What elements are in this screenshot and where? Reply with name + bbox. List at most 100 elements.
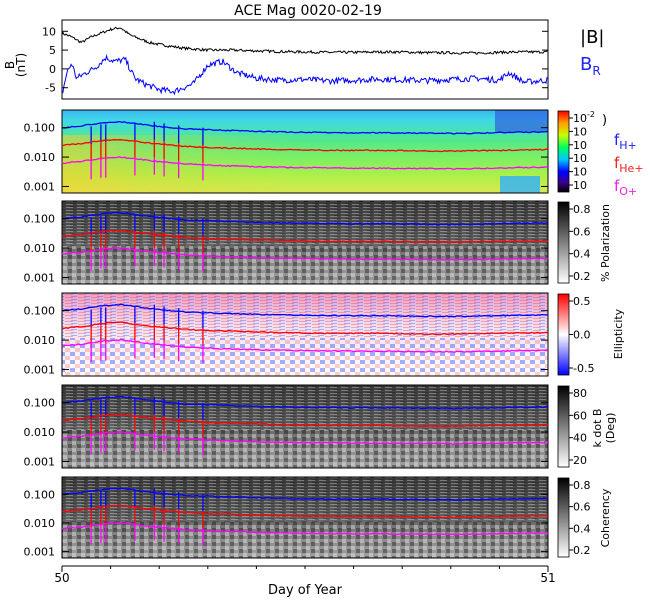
panel-polarization-texture2	[62, 246, 548, 284]
panel-kdotb-texture2	[62, 430, 548, 468]
chart-title: ACE Mag 0020-02-19	[234, 3, 382, 19]
xtick-label-1: 51	[540, 571, 555, 585]
colorbar-tick-label-1-3: 0.2	[573, 270, 591, 283]
panel-spectrum-corner2	[500, 176, 540, 193]
colorbar-tick-label-2-2: -0.5	[573, 362, 594, 375]
gyro-line-f_Oplus-4	[61, 522, 548, 536]
colorbar-tick-label-0-2: 10	[573, 139, 587, 152]
legend-fhe: fHe+	[614, 154, 644, 175]
x-axis-ticks: 50 51	[54, 566, 556, 585]
colorbar-kdotb-label-2: (Deg)	[604, 413, 617, 444]
colorbar-tick-label-0-1: 10	[573, 125, 587, 138]
colorbar-polarization-label: % Polarization	[599, 204, 612, 282]
ytick-label-f-4-1: 0.010	[24, 517, 56, 530]
ytick-label-f-4-0: 0.100	[24, 488, 56, 501]
ytick-label-b-1: 5	[49, 44, 56, 57]
colorbar-tick-label-2-0: 0.5	[573, 295, 591, 308]
colorbar-coherency	[557, 477, 570, 558]
series-line-br	[61, 53, 549, 96]
ytick-label-f-1-1: 0.010	[24, 242, 56, 255]
gyro-line-f_Heplus-3	[61, 413, 549, 428]
colorbar-tick-label-0-0: 10-2	[573, 110, 595, 125]
colorbar-kdotb-label-1: k dot B	[591, 409, 604, 448]
colorbar-tick-label-3-0: 80	[573, 387, 587, 400]
legend-fhe-sub: He+	[619, 162, 643, 175]
ytick-label-f-3-1: 0.010	[24, 426, 56, 439]
panel-kdotb-frame	[61, 384, 549, 469]
colorbar-ellipticity	[557, 293, 570, 376]
gyro-line-f_Oplus-1	[61, 247, 549, 261]
panel-ellipticity-texture2	[62, 338, 548, 376]
ytick-label-f-0-0: 0.100	[24, 122, 56, 135]
gyro-line-f_Hplus-1	[61, 211, 549, 226]
ytick-label-f-1-0: 0.100	[24, 213, 56, 226]
colorbar-tick-label-3-3: 20	[573, 454, 587, 467]
gyro-line-f_Oplus-0	[61, 156, 549, 170]
colorbar-tick-label-4-1: 0.6	[573, 501, 591, 514]
colorbar-spectrum-label: )	[602, 113, 607, 128]
panel-coherency: Coherency	[61, 476, 612, 559]
ytick-label-f-2-1: 0.010	[24, 334, 56, 347]
panel-bfield-ylabel-unit: (nT)	[14, 53, 28, 77]
colorbar-tick-label-0-3: 10	[573, 152, 587, 165]
legend-bmag: |B|	[580, 27, 604, 48]
gyro-line-f_Heplus-1	[61, 229, 549, 244]
legend-fo-sub: O+	[619, 185, 637, 198]
ytick-label-b-0: 10	[42, 25, 56, 38]
colorbar-tick-label-3-1: 60	[573, 409, 587, 422]
ytick-label-b-3: -5	[45, 82, 56, 95]
colorbar-tick-label-4-2: 0.4	[573, 522, 591, 535]
ytick-label-f-2-0: 0.100	[24, 305, 56, 318]
colorbar-tick-label-4-0: 0.8	[573, 479, 591, 492]
colorbar-tick-label-1-2: 0.4	[573, 248, 591, 261]
colorbar-polarization	[557, 201, 570, 284]
series-line-bmag	[61, 26, 548, 55]
panel-kdotb: k dot B (Deg)	[61, 384, 617, 469]
ytick-label-f-3-0: 0.100	[24, 397, 56, 410]
colorbar-ellipticity-label: Ellipticity	[612, 308, 625, 359]
xtick-label-0: 50	[54, 571, 69, 585]
panel-ellipticity-frame	[61, 292, 549, 377]
gyro-line-f_Hplus-3	[61, 395, 549, 410]
legend-br-sub: R	[592, 64, 600, 78]
gyro-line-f_Heplus-0	[61, 139, 549, 153]
colorbar-kdotb	[557, 385, 570, 468]
legend-fo: fO+	[614, 177, 637, 198]
colorbar-tick-label-3-2: 40	[573, 432, 587, 445]
panel-coherency-frame	[61, 476, 549, 559]
ytick-label-f-3-2: 0.001	[24, 455, 56, 468]
gyro-line-f_Heplus-4	[62, 504, 549, 519]
freq-axes-layer: 0.100 0.010 0.001 0.100 0.010 0.001 0.100 0.010…	[24, 122, 548, 559]
ytick-label-f-4-2: 0.001	[24, 546, 56, 559]
x-axis-label: Day of Year	[268, 583, 343, 598]
colorbar-coherency-label: Coherency	[599, 488, 612, 547]
gyro-lines-layer	[61, 120, 549, 546]
colorbar-tick-label-2-1: 0.0	[573, 329, 591, 342]
panel-bfield: 10 5 0 -5 B (nT) |B| BR	[3, 19, 604, 100]
colorbar-spectrum	[557, 110, 570, 193]
panel-spectrum-frame	[61, 109, 549, 194]
gyro-line-f_Oplus-3	[61, 431, 549, 445]
gyro-line-f_Hplus-0	[61, 120, 549, 135]
gyro-line-f_Hplus-4	[61, 487, 548, 501]
panel-coherency-texture2	[62, 522, 548, 558]
legend-br: BR	[580, 54, 601, 78]
panel-bfield-frame	[61, 19, 549, 100]
gyro-line-f_Heplus-2	[61, 321, 549, 336]
colorbar-tick-label-0-5: 10	[573, 179, 587, 192]
gyro-line-f_Hplus-2	[61, 303, 549, 318]
panel-spectrum: ) fH+ fHe+ fO+	[61, 109, 644, 198]
legend-fh-sub: H+	[619, 139, 637, 152]
ytick-label-f-1-2: 0.001	[24, 271, 56, 284]
panel-ellipticity: Ellipticity	[61, 292, 625, 377]
panel-bfield-series	[61, 26, 549, 96]
panel-bfield-yticks: 10 5 0 -5	[42, 25, 548, 95]
colorbar-tick-label-1-0: 0.8	[573, 203, 591, 216]
panel-spectrum-band	[62, 135, 292, 193]
ytick-label-f-2-2: 0.001	[24, 363, 56, 376]
ytick-label-b-2: 0	[49, 63, 56, 76]
legend-fh: fH+	[614, 131, 637, 152]
ytick-label-f-0-2: 0.001	[24, 180, 56, 193]
panel-polarization: % Polarization	[61, 200, 612, 285]
